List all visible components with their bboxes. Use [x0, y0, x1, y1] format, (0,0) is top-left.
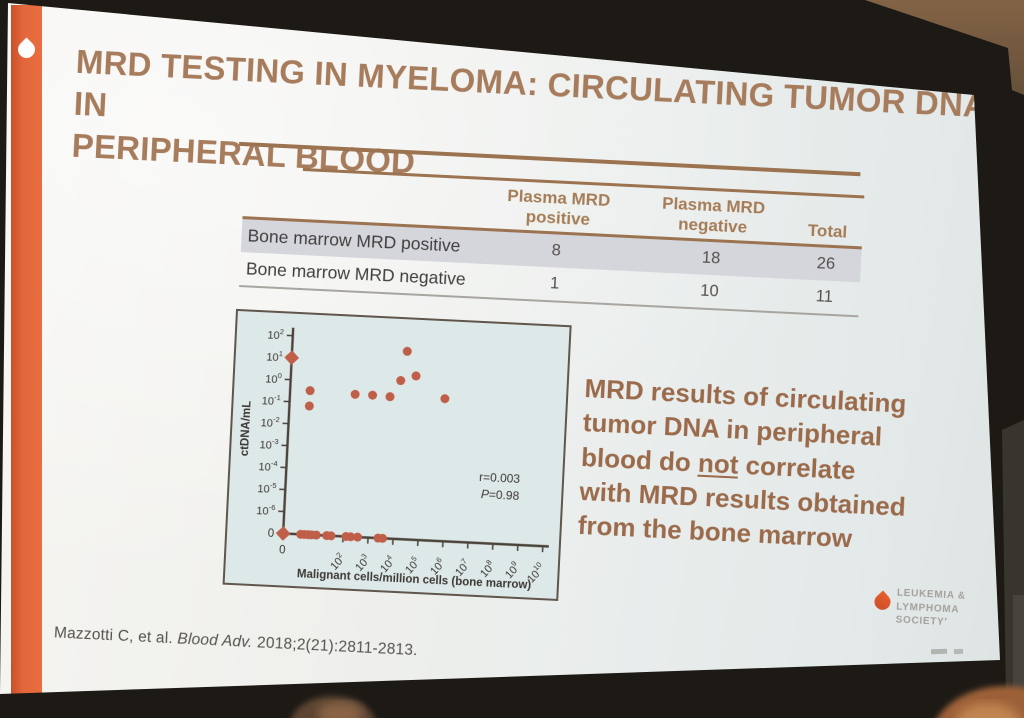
table-header-total: Total	[807, 220, 848, 242]
svg-text:P=0.98: P=0.98	[481, 487, 520, 503]
svg-text:10-5: 10-5	[257, 480, 277, 496]
svg-text:10-2: 10-2	[260, 414, 280, 430]
svg-text:r=0.003: r=0.003	[479, 470, 521, 486]
scatter-plot: 102 101 100 10-1 10-2 10-3 10-4 10-5 10-6 0 102 103…	[222, 308, 572, 601]
table-header-plasma-negative: Plasma MRD negative	[661, 193, 766, 237]
svg-text:101: 101	[266, 348, 283, 364]
lls-logo-text: LEUKEMIA & LYMPHOMA SOCIETY'	[895, 587, 966, 631]
conclusion-underlined-not: not	[697, 447, 740, 480]
cell-value: 8	[551, 241, 562, 260]
svg-text:10-6: 10-6	[256, 502, 276, 518]
scatter-plot-svg: 10210110010-110-210-310-410-510-60102103…	[239, 326, 549, 592]
svg-text:10-3: 10-3	[259, 436, 279, 452]
cell-value: 18	[701, 248, 721, 268]
svg-text:10-1: 10-1	[261, 392, 281, 408]
svg-text:0: 0	[279, 544, 286, 556]
svg-text:100: 100	[265, 370, 282, 386]
svg-text:0: 0	[267, 528, 274, 540]
cell-value: 10	[699, 281, 720, 301]
cell-value: 26	[816, 254, 836, 274]
lls-logo: LEUKEMIA & LYMPHOMA SOCIETY'	[871, 585, 966, 631]
conclusion-text: MRD results of circulating tumor DNA in …	[577, 371, 925, 559]
table-header-plasma-positive: Plasma MRD positive	[506, 186, 611, 229]
citation-authors: Mazzotti C, et al.	[53, 624, 178, 648]
svg-text:ctDNA/mL: ctDNA/mL	[239, 400, 254, 456]
cell-value: 11	[815, 287, 834, 307]
cell-value: 1	[549, 274, 560, 293]
conclusion-text-part: correlate	[737, 449, 857, 485]
conclusion-text-part: blood do	[580, 441, 699, 478]
citation-rest: 2018;2(21):2811-2813.	[252, 634, 419, 660]
svg-text:10-4: 10-4	[258, 458, 278, 474]
citation: Mazzotti C, et al. Blood Adv. 2018;2(21)…	[53, 624, 419, 660]
lls-drop-icon	[871, 590, 894, 614]
citation-journal: Blood Adv.	[176, 630, 253, 652]
svg-text:102: 102	[267, 326, 284, 342]
